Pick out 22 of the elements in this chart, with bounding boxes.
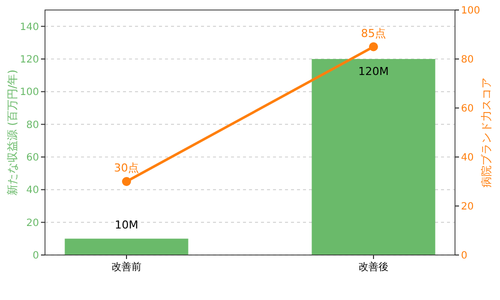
x-tick-label: 改善前 bbox=[112, 261, 142, 273]
y-tick-label: 0 bbox=[32, 250, 39, 262]
data-label: 85点 bbox=[360, 26, 386, 40]
y2-tick-label: 40 bbox=[461, 152, 474, 164]
y2-tick-label: 0 bbox=[461, 250, 468, 262]
data-label: 30点 bbox=[114, 162, 140, 174]
y2-tick-label: 60 bbox=[461, 104, 474, 114]
y-tick-label: 80 bbox=[26, 120, 39, 131]
y-tick-label: 140 bbox=[20, 22, 39, 33]
y-tick-label: 100 bbox=[20, 87, 39, 98]
y-tick-label: 20 bbox=[26, 218, 39, 229]
y2-tick-label: 20 bbox=[461, 202, 474, 212]
y-tick-label: 60 bbox=[26, 152, 39, 164]
y-axis-title: 新たな収益源 (百万円/年) bbox=[6, 70, 19, 196]
y-tick-label: 120 bbox=[20, 54, 39, 66]
data-label: 120M bbox=[358, 65, 389, 78]
y2-tick-label: 100 bbox=[461, 6, 480, 16]
y-tick-label: 40 bbox=[26, 185, 39, 196]
x-tick-label: 改善後 bbox=[358, 261, 388, 273]
y2-tick-label: 80 bbox=[461, 54, 474, 66]
y2-axis-title: 病院ブランド力スコア bbox=[480, 78, 493, 188]
data-label: 10M bbox=[114, 218, 138, 232]
